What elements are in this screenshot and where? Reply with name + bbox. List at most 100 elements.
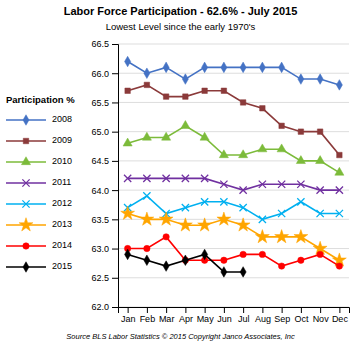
- plot: 62.062.563.063.564.064.565.065.566.066.5…: [91, 39, 349, 324]
- point: [316, 156, 325, 164]
- series: [125, 82, 342, 158]
- tick-label: 65.5: [91, 98, 109, 108]
- legend-marker: [21, 157, 30, 165]
- tick-mark: [205, 307, 206, 313]
- y-axis: 62.062.563.063.564.064.565.065.566.066.5: [91, 39, 118, 312]
- legend-marker: [22, 179, 29, 186]
- tick: 66.0: [91, 69, 118, 79]
- tick-mark: [112, 132, 118, 133]
- tick: Apr: [179, 307, 193, 324]
- tick-mark: [128, 307, 129, 313]
- tick: 63.5: [91, 215, 118, 225]
- tick-mark: [112, 73, 118, 74]
- point: [240, 267, 246, 278]
- tick-label: Dec: [332, 314, 349, 324]
- x-axis: JanFebMarAprMayJunJulAugSepOctNovDec: [119, 307, 350, 324]
- tick: 64.0: [91, 185, 118, 195]
- point: [298, 257, 304, 263]
- tick-label: Mar: [159, 314, 175, 324]
- tick-label: 66.5: [91, 39, 109, 49]
- point: [336, 263, 342, 269]
- point: [336, 80, 342, 91]
- series-line: [128, 237, 340, 266]
- point: [297, 181, 304, 188]
- point: [159, 212, 173, 225]
- point: [278, 181, 285, 188]
- point: [317, 186, 324, 193]
- grid-line: [118, 102, 349, 103]
- point: [163, 62, 169, 73]
- tick: Dec: [332, 307, 349, 324]
- tick-mark: [262, 307, 263, 313]
- point: [143, 175, 150, 182]
- point: [296, 156, 305, 164]
- point: [335, 167, 344, 175]
- grid-line: [118, 190, 349, 191]
- tick-label: Nov: [313, 314, 330, 324]
- point: [317, 210, 324, 217]
- point: [163, 94, 168, 99]
- series-line: [128, 126, 340, 173]
- point: [144, 255, 150, 266]
- point: [221, 257, 227, 263]
- tick: May: [197, 307, 215, 324]
- legend-label: 2013: [52, 219, 72, 229]
- point: [202, 249, 208, 260]
- point: [240, 186, 247, 193]
- point: [294, 230, 308, 243]
- tick-label: 66.0: [91, 69, 109, 79]
- legend: Participation %2008200920102011201220132…: [6, 94, 75, 273]
- tick-label: May: [197, 314, 215, 324]
- point: [240, 251, 246, 257]
- tick: 62.5: [91, 273, 118, 283]
- tick: Oct: [294, 307, 309, 324]
- tick-label: 64.0: [91, 185, 109, 195]
- tick-mark: [320, 307, 321, 313]
- series: [125, 56, 343, 90]
- legend-item: 2013: [6, 218, 72, 231]
- point: [221, 88, 226, 93]
- legend-item: 2015: [6, 261, 72, 272]
- tick-label: 65.0: [91, 127, 109, 137]
- point: [236, 218, 250, 231]
- point: [125, 249, 131, 260]
- tick: Mar: [159, 307, 175, 324]
- point: [259, 251, 265, 257]
- legend-item: 2009: [6, 135, 72, 145]
- legend-marker: [23, 138, 28, 143]
- point: [337, 152, 342, 157]
- legend-label: 2015: [52, 261, 72, 271]
- legend-label: 2009: [52, 135, 72, 145]
- series-line: [128, 178, 340, 190]
- series-line: [128, 85, 340, 155]
- point: [240, 100, 245, 105]
- point: [202, 88, 207, 93]
- point: [200, 132, 209, 140]
- legend-marker: [23, 262, 29, 273]
- point: [279, 62, 285, 73]
- point: [201, 175, 208, 182]
- tick: 66.5: [91, 39, 118, 49]
- point: [275, 230, 289, 243]
- point: [220, 198, 227, 205]
- point: [255, 230, 269, 243]
- legend-label: 2008: [52, 114, 72, 124]
- tick: Jul: [238, 307, 250, 324]
- tick-label: Feb: [140, 314, 156, 324]
- point: [221, 62, 227, 73]
- point: [144, 82, 149, 87]
- legend-marker: [22, 200, 29, 207]
- point: [182, 255, 188, 266]
- point: [278, 263, 284, 269]
- series-line: [128, 213, 340, 260]
- point: [123, 138, 132, 146]
- tick-label: 64.5: [91, 156, 109, 166]
- tick: Sep: [274, 307, 290, 324]
- legend-item: 2010: [6, 156, 72, 166]
- axis-line: [112, 45, 119, 308]
- tick-label: Jul: [238, 314, 250, 324]
- point: [144, 68, 150, 79]
- point: [163, 261, 169, 272]
- point: [182, 74, 188, 85]
- series-line: [128, 62, 340, 85]
